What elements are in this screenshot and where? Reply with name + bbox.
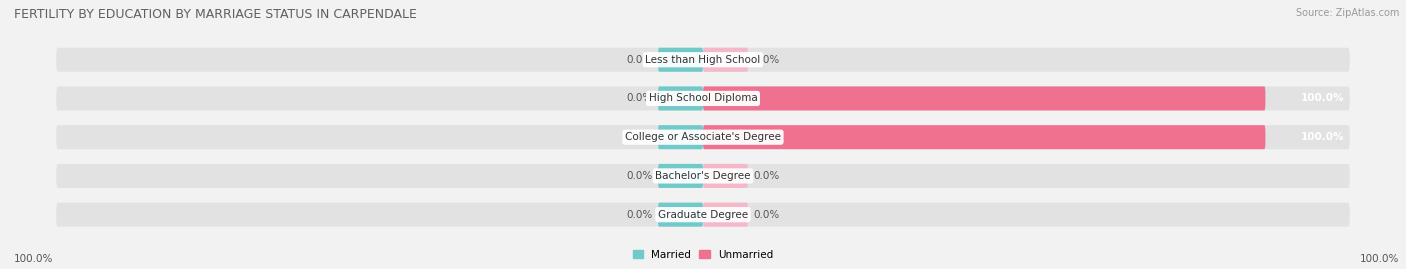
Text: College or Associate's Degree: College or Associate's Degree [626, 132, 780, 142]
FancyBboxPatch shape [658, 164, 703, 188]
Text: 100.0%: 100.0% [1360, 254, 1399, 264]
FancyBboxPatch shape [56, 48, 1350, 72]
FancyBboxPatch shape [703, 86, 1265, 111]
Text: 0.0%: 0.0% [626, 132, 652, 142]
Text: 100.0%: 100.0% [1301, 132, 1344, 142]
FancyBboxPatch shape [56, 203, 1350, 227]
Text: 100.0%: 100.0% [1301, 93, 1344, 104]
FancyBboxPatch shape [703, 48, 748, 72]
FancyBboxPatch shape [658, 125, 703, 149]
FancyBboxPatch shape [56, 164, 1350, 188]
Text: FERTILITY BY EDUCATION BY MARRIAGE STATUS IN CARPENDALE: FERTILITY BY EDUCATION BY MARRIAGE STATU… [14, 8, 418, 21]
Text: 0.0%: 0.0% [754, 55, 780, 65]
FancyBboxPatch shape [703, 125, 1265, 149]
FancyBboxPatch shape [703, 164, 748, 188]
Text: 0.0%: 0.0% [626, 93, 652, 104]
Text: Bachelor's Degree: Bachelor's Degree [655, 171, 751, 181]
Text: 0.0%: 0.0% [626, 55, 652, 65]
FancyBboxPatch shape [658, 86, 703, 111]
Text: High School Diploma: High School Diploma [648, 93, 758, 104]
Text: 0.0%: 0.0% [754, 210, 780, 220]
Text: 0.0%: 0.0% [754, 171, 780, 181]
Legend: Married, Unmarried: Married, Unmarried [628, 245, 778, 264]
Text: 0.0%: 0.0% [626, 171, 652, 181]
Text: Less than High School: Less than High School [645, 55, 761, 65]
Text: 100.0%: 100.0% [14, 254, 53, 264]
Text: Graduate Degree: Graduate Degree [658, 210, 748, 220]
FancyBboxPatch shape [56, 86, 1350, 111]
Text: Source: ZipAtlas.com: Source: ZipAtlas.com [1295, 8, 1399, 18]
FancyBboxPatch shape [56, 125, 1350, 149]
FancyBboxPatch shape [703, 203, 748, 227]
FancyBboxPatch shape [658, 48, 703, 72]
FancyBboxPatch shape [658, 203, 703, 227]
Text: 0.0%: 0.0% [626, 210, 652, 220]
